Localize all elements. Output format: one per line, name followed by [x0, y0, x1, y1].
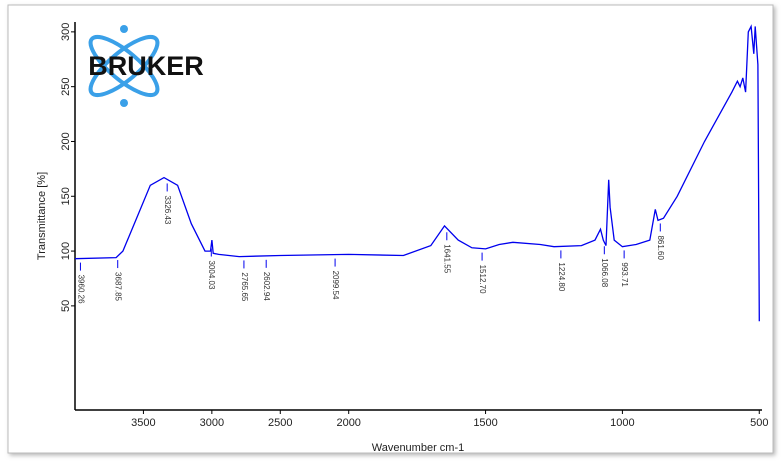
x-tick-label: 3000	[200, 417, 224, 429]
y-tick-label: 150	[60, 187, 72, 205]
y-tick-label: 250	[60, 77, 72, 95]
x-tick-label: 2000	[336, 417, 360, 429]
peak-label: 1224.80	[557, 262, 566, 291]
logo: BRUKER	[88, 25, 204, 107]
x-tick-label: 2500	[268, 417, 292, 429]
frame	[7, 4, 774, 454]
y-tick-label: 50	[60, 300, 72, 312]
y-axis-label: Transmittance [%]	[36, 172, 48, 260]
peak-label: 3960.26	[76, 275, 85, 304]
spectrum-line	[74, 24, 760, 322]
peak-label: 861.60	[656, 235, 665, 260]
peak-label: 2765.65	[240, 272, 249, 301]
y-tick-label: 100	[60, 242, 72, 260]
peak-label: 3687.85	[114, 272, 123, 301]
peak-label: 3326.43	[163, 195, 172, 224]
peak-label: 993.71	[620, 262, 629, 287]
peak-label: 2602.94	[262, 272, 271, 301]
x-tick-label: 500	[750, 417, 768, 429]
x-axis-label: Wavenumber cm-1	[372, 442, 465, 454]
peak-label: 3004.03	[207, 261, 216, 290]
x-tick-label: 3500	[131, 417, 155, 429]
x-tick-label: 1000	[610, 417, 634, 429]
peak-label: 1641.55	[443, 244, 452, 273]
x-tick-label: 1500	[473, 417, 497, 429]
y-tick-label: 300	[60, 23, 72, 41]
peak-label: 1066.08	[600, 258, 609, 287]
peak-label: 1512.70	[478, 265, 487, 294]
y-tick-label: 200	[60, 132, 72, 150]
logo-text: BRUKER	[88, 51, 204, 81]
peak-label: 2099.54	[331, 271, 340, 300]
